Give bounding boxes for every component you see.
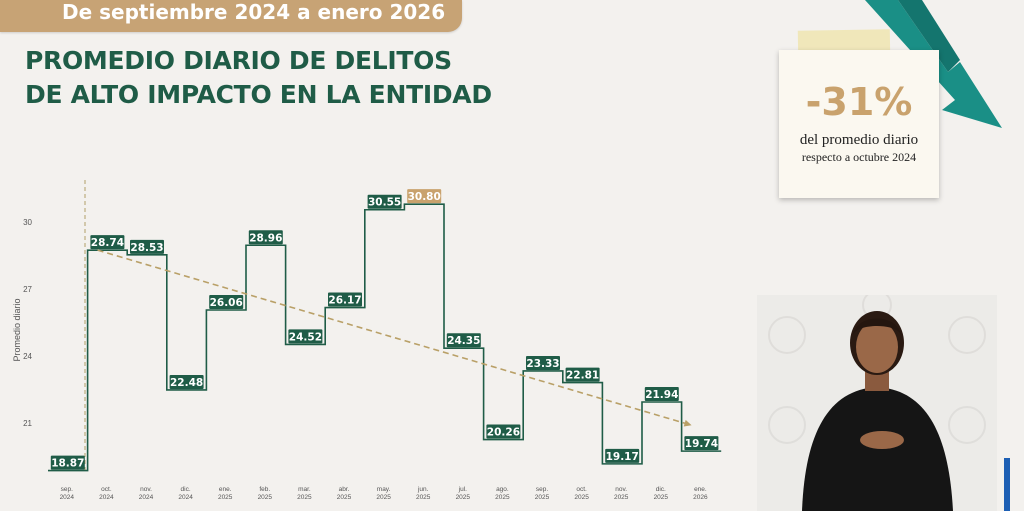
x-tick-month: nov. bbox=[140, 486, 152, 493]
data-label-box bbox=[407, 189, 442, 204]
x-tick-year: 2024 bbox=[60, 494, 75, 501]
stat-caption-line-2: respecto a octubre 2024 bbox=[801, 150, 917, 164]
title-line-1: PROMEDIO DIARIO DE DELITOS bbox=[25, 46, 452, 75]
data-label-box bbox=[486, 424, 521, 439]
data-label: 28.96 bbox=[249, 232, 282, 244]
sign-language-interpreter-video bbox=[757, 295, 997, 511]
data-label-box bbox=[169, 374, 204, 389]
x-tick-month: nov. bbox=[615, 486, 627, 493]
data-label: 24.52 bbox=[289, 331, 322, 343]
x-tick-year: 2025 bbox=[495, 494, 510, 501]
date-range-text: De septiembre 2024 a enero 2026 bbox=[62, 0, 446, 24]
data-label-box bbox=[605, 448, 640, 463]
y-tick-label: 30 bbox=[23, 218, 32, 227]
x-tick-month: jul. bbox=[458, 486, 468, 493]
data-label-box bbox=[367, 194, 402, 209]
y-tick-label: 27 bbox=[23, 285, 32, 294]
data-label-box bbox=[644, 387, 679, 402]
x-tick-month: mar. bbox=[298, 486, 311, 493]
crime-average-step-chart: Promedio diario 30 27 24 21 18.87 28.74 28.53… bbox=[12, 180, 722, 501]
data-label-box bbox=[50, 455, 85, 470]
y-tick-label: 24 bbox=[23, 352, 32, 361]
x-tick-year: 2025 bbox=[337, 494, 352, 501]
date-range-banner: De septiembre 2024 a enero 2026 bbox=[0, 0, 462, 32]
y-tick-label: 21 bbox=[23, 419, 32, 428]
data-label: 23.33 bbox=[526, 358, 559, 370]
x-tick-year: 2025 bbox=[574, 494, 589, 501]
data-label-box bbox=[565, 367, 600, 382]
x-tick-month: abr. bbox=[339, 486, 350, 493]
x-tick-month: oct. bbox=[576, 486, 587, 493]
stat-card: -31% del promedio diario respecto a octu… bbox=[779, 50, 939, 198]
data-label-box bbox=[90, 235, 125, 250]
x-tick-month: dic. bbox=[656, 486, 666, 493]
x-tick-month: ene. bbox=[694, 486, 707, 493]
data-label-box bbox=[130, 239, 164, 254]
data-label: 26.17 bbox=[328, 295, 361, 307]
x-tick-year: 2024 bbox=[139, 494, 154, 501]
data-label: 18.87 bbox=[51, 458, 84, 470]
x-tick-year: 2025 bbox=[297, 494, 312, 501]
broadcast-edge-marker bbox=[1004, 458, 1010, 511]
data-label-box bbox=[526, 355, 560, 370]
trend-arrowhead-icon bbox=[683, 419, 692, 427]
data-label-box bbox=[209, 295, 244, 310]
data-label: 28.53 bbox=[130, 242, 163, 254]
data-label: 19.17 bbox=[606, 451, 639, 463]
data-label: 30.80 bbox=[408, 191, 441, 203]
data-label: 26.06 bbox=[210, 297, 243, 309]
data-label: 21.94 bbox=[645, 389, 678, 401]
x-tick-month: feb. bbox=[259, 486, 270, 493]
stat-caption-line-1: del promedio diario bbox=[799, 132, 919, 148]
stat-percentage: -31% bbox=[805, 80, 913, 124]
x-tick-month: dic. bbox=[181, 486, 191, 493]
data-label-box bbox=[328, 292, 362, 307]
x-tick-month: sep. bbox=[536, 486, 548, 493]
x-tick-year: 2025 bbox=[218, 494, 233, 501]
interpreter-figure bbox=[757, 295, 997, 511]
data-label-box bbox=[446, 333, 481, 348]
x-tick-year: 2024 bbox=[99, 494, 114, 501]
page-title: PROMEDIO DIARIO DE DELITOS DE ALTO IMPAC… bbox=[25, 44, 492, 112]
x-tick-year: 2025 bbox=[376, 494, 391, 501]
x-tick-month: sep. bbox=[61, 486, 73, 493]
x-tick-year: 2024 bbox=[178, 494, 193, 501]
x-tick-month: oct. bbox=[101, 486, 112, 493]
x-tick-month: ene. bbox=[219, 486, 232, 493]
x-tick-year: 2025 bbox=[654, 494, 669, 501]
data-label: 28.74 bbox=[91, 237, 124, 249]
data-label-box bbox=[248, 230, 283, 245]
x-tick-month: ago. bbox=[496, 486, 509, 493]
data-label-box bbox=[288, 329, 323, 344]
x-tick-year: 2025 bbox=[258, 494, 273, 501]
x-tick-year: 2025 bbox=[416, 494, 431, 501]
data-label: 22.81 bbox=[566, 370, 599, 382]
data-label: 20.26 bbox=[487, 427, 520, 439]
y-axis-label: Promedio diario bbox=[12, 298, 22, 361]
data-label: 22.48 bbox=[170, 377, 203, 389]
data-label-box bbox=[684, 436, 719, 451]
x-tick-year: 2025 bbox=[535, 494, 550, 501]
trend-line bbox=[97, 249, 692, 427]
data-label: 24.35 bbox=[447, 335, 480, 347]
x-tick-month: jun. bbox=[417, 486, 429, 493]
x-tick-month: may. bbox=[377, 486, 391, 493]
x-tick-year: 2025 bbox=[614, 494, 629, 501]
data-label: 30.55 bbox=[368, 197, 401, 209]
title-line-2: DE ALTO IMPACTO EN LA ENTIDAD bbox=[25, 80, 492, 109]
series-step-line bbox=[48, 203, 722, 472]
x-tick-year: 2026 bbox=[693, 494, 708, 501]
data-label: 19.74 bbox=[685, 438, 718, 450]
x-tick-year: 2025 bbox=[456, 494, 471, 501]
